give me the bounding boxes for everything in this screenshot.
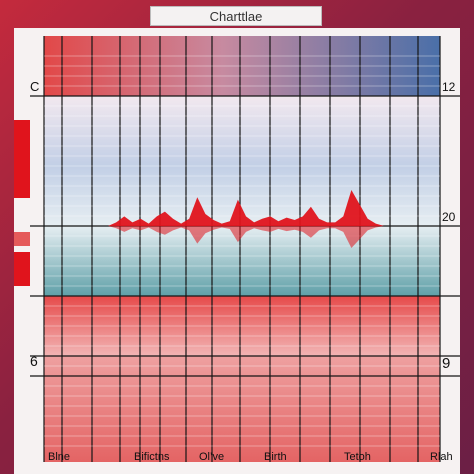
x-tick-3: Birth [264, 451, 287, 463]
band-middle [44, 96, 440, 296]
series-area-reflection [100, 226, 392, 248]
left-color-strip-small [14, 232, 30, 246]
left-color-strip-lower [14, 252, 30, 286]
x-tick-2: Ol’ve [199, 451, 224, 463]
y-tick-left-0: C [30, 79, 39, 94]
tick-labels: C 6 12 20 9 Blne Bifictns Ol’ve Birth Tetoh Rlah [30, 79, 456, 463]
band-lower [44, 296, 440, 356]
y-tick-right-1: 20 [442, 210, 456, 224]
band-top [44, 36, 440, 96]
series-area-upper [100, 190, 392, 226]
x-tick-0: Blne [48, 451, 70, 463]
x-tick-4: Tetoh [344, 451, 371, 463]
grid-lines [30, 36, 460, 462]
y-tick-right-2: 9 [442, 355, 450, 372]
series-area [100, 190, 392, 248]
y-tick-left-1: 6 [30, 353, 38, 369]
x-tick-5: Rlah [430, 451, 453, 463]
y-tick-right-0: 12 [442, 80, 456, 94]
band-bottom [44, 356, 440, 462]
x-tick-1: Bifictns [134, 451, 170, 463]
chart-title: Charttlae [150, 6, 322, 26]
left-color-strip [14, 120, 30, 198]
